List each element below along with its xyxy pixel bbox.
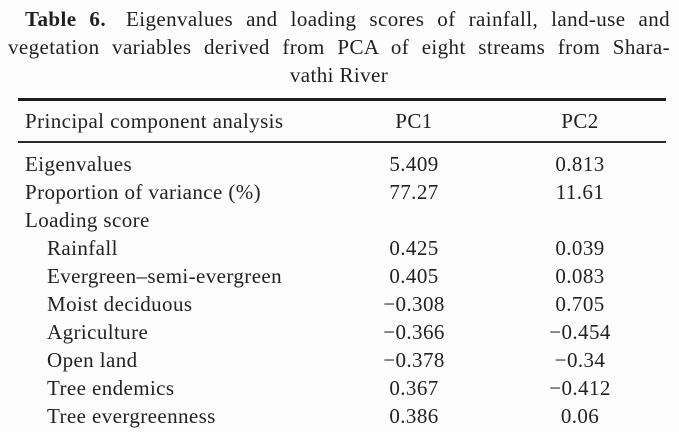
pc1-value: 0.405 [389,264,439,288]
pc1-value: 0.367 [389,376,439,400]
pc2-value: 0.813 [555,152,605,176]
pc2-value: 0.06 [560,404,600,428]
table-caption: Table 6. Eigenvalues and loading scores … [8,5,670,89]
row-label: Eigenvalues [25,152,133,176]
table-header-row: Principal component analysis PC1 PC2 [18,99,666,143]
pc1-value: 77.27 [389,180,439,204]
header-col-pc2: PC2 [494,99,666,143]
row-label: Evergreen–semi-evergreen [47,264,283,288]
pc1-value: −0.366 [383,320,445,344]
pca-results-table: Principal component analysis PC1 PC2 Eig… [18,98,666,432]
caption-line-3: vathi River [289,63,389,87]
table-row: Moist deciduous −0.308 0.705 [18,290,666,318]
pc2-value: 0.039 [555,236,605,260]
pc1-value [334,206,494,234]
row-label: Tree evergreenness [47,404,216,428]
table-row: Evergreen–semi-evergreen 0.405 0.083 [18,262,666,290]
row-label: Proportion of variance (%) [25,180,262,204]
row-label: Moist deciduous [47,292,193,316]
pc2-value [494,206,666,234]
caption-line-2: vegetation variables derived from PCA of… [8,35,670,59]
table-row: Tree endemics 0.367 −0.412 [18,374,666,402]
table-row: Tree evergreenness 0.386 0.06 [18,402,666,432]
caption-table-number: Table 6. [25,7,106,31]
pc2-value: −0.34 [554,348,606,372]
table-row: Proportion of variance (%) 77.27 11.61 [18,178,666,206]
pc2-value: −0.412 [549,376,611,400]
row-label: Open land [47,348,138,372]
pc2-value: 0.083 [555,264,605,288]
pc1-value: −0.378 [383,348,445,372]
pc1-value: 0.425 [389,236,439,260]
caption-line-1-text: Eigenvalues and loading scores of rainfa… [126,7,670,31]
pc2-value: −0.454 [549,320,611,344]
row-label: Agriculture [47,320,149,344]
table-row: Rainfall 0.425 0.039 [18,234,666,262]
pc2-value: 11.61 [555,180,605,204]
row-label: Loading score [25,208,150,232]
header-col-pc1: PC1 [334,99,494,143]
pc2-value: 0.705 [555,292,605,316]
caption-line-1: Table 6. Eigenvalues and loading scores … [8,5,670,33]
pc1-value: 0.386 [389,404,439,428]
table-row: Eigenvalues 5.409 0.813 [18,142,666,178]
row-label: Rainfall [47,236,118,260]
header-col-label: Principal component analysis [18,99,334,143]
pc1-value: 5.409 [389,152,439,176]
table-row: Agriculture −0.366 −0.454 [18,318,666,346]
row-label: Tree endemics [47,376,175,400]
table-row: Loading score [18,206,666,234]
pc1-value: −0.308 [383,292,445,316]
table-row: Open land −0.378 −0.34 [18,346,666,374]
